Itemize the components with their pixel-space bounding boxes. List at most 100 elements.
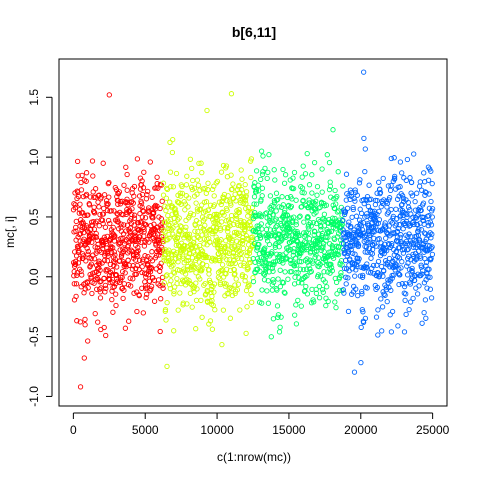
data-point bbox=[425, 177, 432, 183]
data-point bbox=[359, 291, 365, 297]
data-point bbox=[412, 272, 418, 279]
data-point bbox=[326, 159, 333, 166]
data-point bbox=[240, 245, 247, 252]
data-point bbox=[429, 251, 436, 258]
data-point bbox=[97, 295, 104, 301]
data-point bbox=[313, 251, 319, 258]
data-point bbox=[161, 280, 167, 286]
data-point bbox=[324, 152, 330, 158]
data-point bbox=[168, 183, 174, 190]
data-point bbox=[314, 192, 320, 198]
data-point bbox=[258, 221, 264, 227]
data-point bbox=[254, 247, 260, 253]
data-point bbox=[83, 223, 90, 229]
data-point bbox=[235, 281, 242, 287]
data-point bbox=[419, 271, 425, 277]
data-point bbox=[291, 214, 297, 220]
data-point bbox=[89, 158, 96, 164]
data-point bbox=[415, 248, 422, 254]
data-point bbox=[85, 251, 91, 257]
data-point bbox=[427, 286, 434, 292]
data-point bbox=[128, 199, 134, 206]
data-point bbox=[111, 262, 117, 269]
data-point bbox=[336, 287, 343, 294]
data-point bbox=[350, 206, 356, 213]
data-point bbox=[73, 281, 80, 287]
data-point bbox=[396, 281, 402, 288]
data-point bbox=[378, 240, 384, 246]
data-point bbox=[256, 188, 262, 194]
data-point bbox=[173, 209, 179, 215]
data-point bbox=[350, 204, 356, 211]
data-point bbox=[302, 238, 308, 245]
data-point bbox=[129, 198, 135, 205]
data-point bbox=[298, 250, 304, 256]
data-point bbox=[100, 211, 107, 217]
data-point bbox=[100, 160, 106, 166]
data-point bbox=[344, 253, 350, 259]
data-point bbox=[145, 207, 151, 213]
data-point bbox=[288, 203, 295, 210]
data-point bbox=[227, 223, 233, 229]
data-point bbox=[308, 248, 314, 255]
data-point bbox=[262, 259, 268, 265]
data-point bbox=[387, 264, 393, 270]
data-point bbox=[397, 272, 403, 278]
data-point bbox=[423, 259, 430, 266]
data-point bbox=[225, 228, 231, 235]
data-point bbox=[259, 287, 265, 293]
data-point bbox=[91, 226, 98, 232]
data-point bbox=[286, 225, 292, 231]
data-point bbox=[265, 278, 271, 284]
data-point bbox=[154, 225, 160, 231]
data-point bbox=[244, 222, 251, 228]
data-point bbox=[272, 177, 278, 183]
data-point bbox=[80, 255, 86, 261]
data-point bbox=[235, 222, 241, 229]
data-point bbox=[131, 212, 138, 218]
data-point bbox=[83, 191, 90, 198]
data-point bbox=[417, 204, 423, 211]
data-point bbox=[212, 307, 218, 313]
data-point bbox=[172, 219, 178, 226]
data-point bbox=[76, 210, 82, 216]
data-point bbox=[353, 213, 360, 219]
data-point bbox=[383, 235, 389, 241]
data-point bbox=[270, 212, 276, 218]
data-point bbox=[76, 248, 82, 254]
data-point bbox=[182, 201, 189, 207]
data-point bbox=[78, 268, 84, 274]
data-point bbox=[209, 293, 215, 300]
data-point bbox=[282, 290, 288, 296]
data-point bbox=[376, 179, 382, 185]
data-point bbox=[94, 275, 100, 281]
data-point bbox=[218, 169, 225, 175]
data-point bbox=[357, 177, 363, 183]
data-point bbox=[398, 232, 404, 238]
data-point bbox=[253, 168, 260, 174]
data-point bbox=[384, 247, 390, 254]
data-point bbox=[352, 198, 358, 204]
data-point bbox=[388, 287, 394, 294]
data-point bbox=[121, 222, 127, 228]
data-point bbox=[126, 262, 132, 268]
x-axis: 0 5000 10000 15000 20000 25000 bbox=[70, 412, 450, 437]
data-point bbox=[143, 196, 150, 202]
data-point bbox=[334, 251, 341, 257]
data-point bbox=[412, 207, 419, 213]
data-point bbox=[182, 271, 189, 277]
data-points bbox=[70, 69, 436, 390]
data-point bbox=[360, 272, 366, 279]
data-point bbox=[224, 249, 231, 255]
data-point bbox=[414, 291, 421, 297]
data-point bbox=[276, 244, 282, 250]
data-point bbox=[159, 198, 165, 204]
data-point bbox=[196, 160, 202, 167]
data-point bbox=[269, 249, 275, 255]
data-point bbox=[313, 286, 319, 293]
data-point bbox=[400, 250, 407, 256]
data-point bbox=[79, 172, 85, 179]
data-point bbox=[243, 189, 250, 195]
data-point bbox=[83, 170, 90, 176]
data-point bbox=[392, 261, 399, 267]
